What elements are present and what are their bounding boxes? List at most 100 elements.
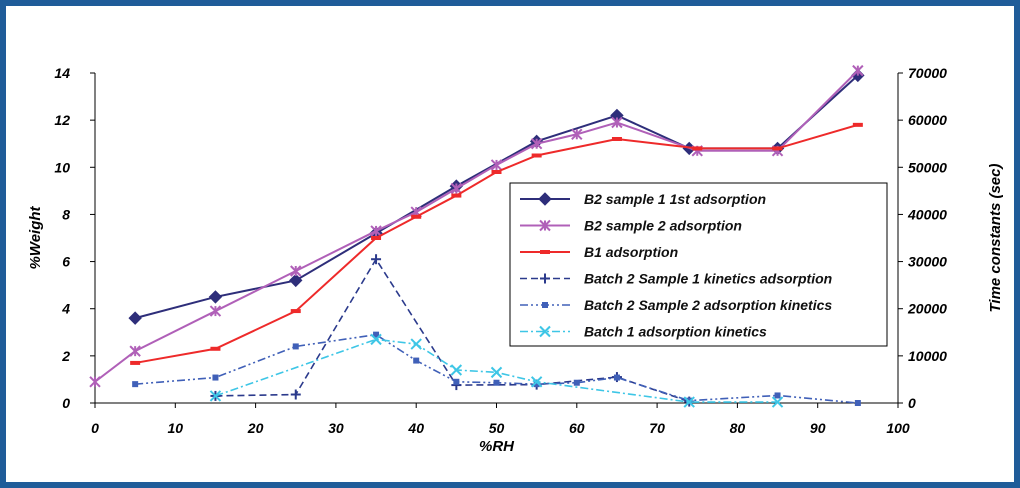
legend-item: Batch 2 Sample 1 kinetics adsorption <box>520 271 832 287</box>
x-tick-label: 0 <box>91 420 99 436</box>
data-point-marker <box>130 360 141 365</box>
data-point-marker <box>292 343 299 350</box>
x-tick-label: 70 <box>649 420 665 436</box>
marker-stroke <box>539 325 551 338</box>
data-point-marker <box>539 219 551 232</box>
data-point-marker <box>132 381 139 388</box>
data-point-marker <box>451 193 462 198</box>
data-point-marker <box>371 254 382 265</box>
data-point-marker <box>411 214 422 219</box>
y2-tick-label: 50000 <box>908 159 947 175</box>
data-point-marker <box>373 331 380 338</box>
data-point-marker <box>538 192 552 206</box>
data-point-marker <box>410 338 422 350</box>
y-tick-label: 0 <box>62 395 70 411</box>
x-tick-label: 50 <box>489 420 505 436</box>
x-tick-label: 40 <box>407 420 424 436</box>
x-tick-label: 60 <box>569 420 585 436</box>
y2-tick-label: 40000 <box>907 206 947 222</box>
y2-tick-label: 10000 <box>908 348 947 364</box>
data-point-marker <box>540 273 550 284</box>
data-point-marker <box>531 153 542 158</box>
legend-item: B2 sample 1 1st adsorption <box>520 191 766 207</box>
data-point-marker <box>542 302 548 308</box>
x-axis-title: %RH <box>479 438 515 455</box>
data-point-marker <box>571 128 583 140</box>
data-point-marker <box>611 137 622 141</box>
data-point-marker <box>413 357 420 364</box>
data-point-marker <box>692 146 703 151</box>
data-point-marker <box>89 376 101 388</box>
y-tick-label: 10 <box>54 159 70 175</box>
x-tick-label: 30 <box>328 420 344 436</box>
data-point-marker <box>771 396 784 408</box>
legend-item: B2 sample 2 adsorption <box>520 218 742 234</box>
legend-label: B1 adsorption <box>584 244 678 260</box>
series-6 <box>209 333 784 408</box>
y-tick-label: 4 <box>61 301 70 317</box>
marker-stroke <box>530 376 543 388</box>
x-tick-label: 20 <box>247 420 264 436</box>
y2-tick-label: 60000 <box>908 112 947 128</box>
legend-item: Batch 1 adsorption kinetics <box>520 324 767 340</box>
marker-stroke <box>490 366 503 379</box>
data-point-marker <box>530 138 543 150</box>
y-tick-label: 2 <box>61 348 70 364</box>
marker-stroke <box>370 333 382 346</box>
data-point-marker <box>530 376 543 388</box>
legend-label: B2 sample 2 adsorption <box>584 218 742 234</box>
data-point-marker <box>209 390 222 402</box>
data-point-marker <box>774 392 781 399</box>
data-point-marker <box>533 381 540 388</box>
data-point-marker <box>453 378 460 385</box>
y2-tick-label: 70000 <box>908 65 947 81</box>
legend-label: Batch 2 Sample 1 kinetics adsorption <box>584 271 832 287</box>
data-point-marker <box>490 159 503 171</box>
data-point-marker <box>854 400 861 406</box>
legend-label: Batch 2 Sample 2 adsorption kinetics <box>584 297 832 313</box>
legend-item: Batch 2 Sample 2 adsorption kinetics <box>520 297 832 313</box>
data-point-marker <box>450 182 463 195</box>
data-point-marker <box>290 309 301 314</box>
data-point-marker <box>128 311 142 325</box>
data-point-marker <box>852 122 863 127</box>
marker-stroke <box>683 396 695 408</box>
data-point-marker <box>493 379 500 386</box>
data-point-marker <box>491 170 502 174</box>
data-point-marker <box>611 116 623 129</box>
data-point-marker <box>852 64 864 77</box>
series-3 <box>130 122 863 365</box>
legend-label: B2 sample 1 1st adsorption <box>584 191 766 207</box>
y2-tick-label: 20000 <box>907 301 947 317</box>
x-tick-label: 90 <box>810 420 826 436</box>
data-point-marker <box>370 333 382 346</box>
data-point-marker <box>450 364 463 376</box>
data-point-marker <box>613 374 620 381</box>
marker-stroke <box>209 390 222 402</box>
series-line <box>215 338 778 403</box>
x-tick-label: 10 <box>168 420 184 436</box>
axes: 0 10 20 30 40 50 60 70 80 90 100 0 2 4 6 8 10 12 14 0 10000 2… <box>27 65 1004 455</box>
data-point-marker <box>573 379 580 386</box>
data-point-marker <box>210 346 221 351</box>
data-point-marker <box>212 374 219 381</box>
legend-box <box>509 182 888 347</box>
legend-item: B1 adsorption <box>520 244 678 260</box>
x-tick-label: 80 <box>730 420 746 436</box>
data-point-marker <box>290 389 301 400</box>
data-point-marker <box>683 396 695 408</box>
y-tick-label: 8 <box>62 206 70 222</box>
marker-stroke <box>450 364 463 376</box>
data-point-marker <box>209 305 222 317</box>
y-tick-label: 6 <box>62 254 70 270</box>
data-point-marker <box>540 250 550 254</box>
data-point-marker <box>290 265 302 277</box>
data-point-marker <box>371 236 382 240</box>
y-tick-label: 12 <box>54 112 70 128</box>
legend: B2 sample 1 1st adsorption B2 sample 2 ad… <box>509 182 888 347</box>
data-point-marker <box>129 345 141 357</box>
data-point-marker <box>686 397 693 404</box>
data-point-marker <box>370 225 382 237</box>
data-point-marker <box>490 366 503 379</box>
